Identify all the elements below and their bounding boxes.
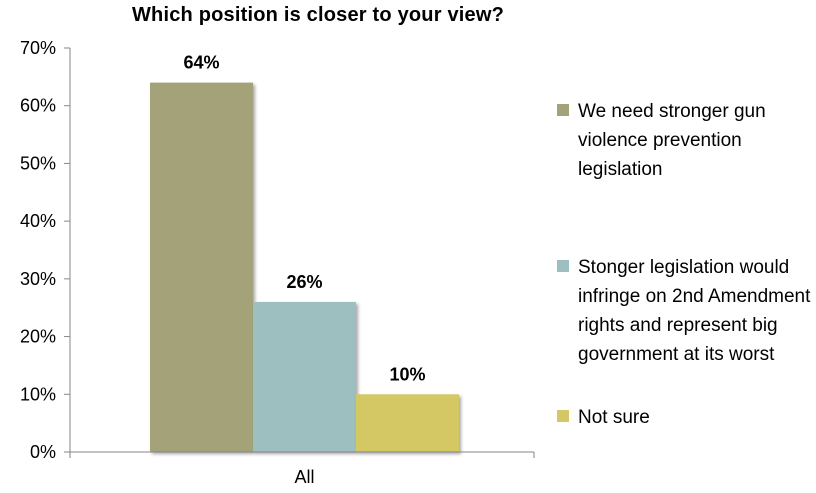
- y-tick-label: 20%: [20, 327, 56, 347]
- legend-label: Not sure: [578, 407, 650, 428]
- y-tick-label: 0%: [30, 442, 56, 462]
- x-category-label: All: [294, 467, 314, 487]
- y-tick-label: 60%: [20, 96, 56, 116]
- y-tick-label: 10%: [20, 384, 56, 404]
- data-label: 64%: [183, 53, 219, 73]
- bar-3: [356, 394, 459, 452]
- chart-title: Which position is closer to your view?: [131, 4, 505, 26]
- data-label: 26%: [286, 272, 322, 292]
- legend-label: We need stronger gun violence prevention…: [578, 101, 766, 180]
- legend-swatch: [557, 260, 569, 272]
- legend-swatch: [557, 104, 569, 116]
- y-tick-label: 50%: [20, 153, 56, 173]
- legend-swatch: [557, 410, 569, 422]
- bar-1: [150, 82, 253, 452]
- bar-2: [253, 301, 356, 452]
- y-tick-label: 70%: [20, 38, 56, 58]
- data-label: 10%: [389, 364, 425, 384]
- y-tick-label: 30%: [20, 269, 56, 289]
- legend-label: Stonger legislation would infringe on 2n…: [578, 257, 811, 365]
- y-tick-label: 40%: [20, 211, 56, 231]
